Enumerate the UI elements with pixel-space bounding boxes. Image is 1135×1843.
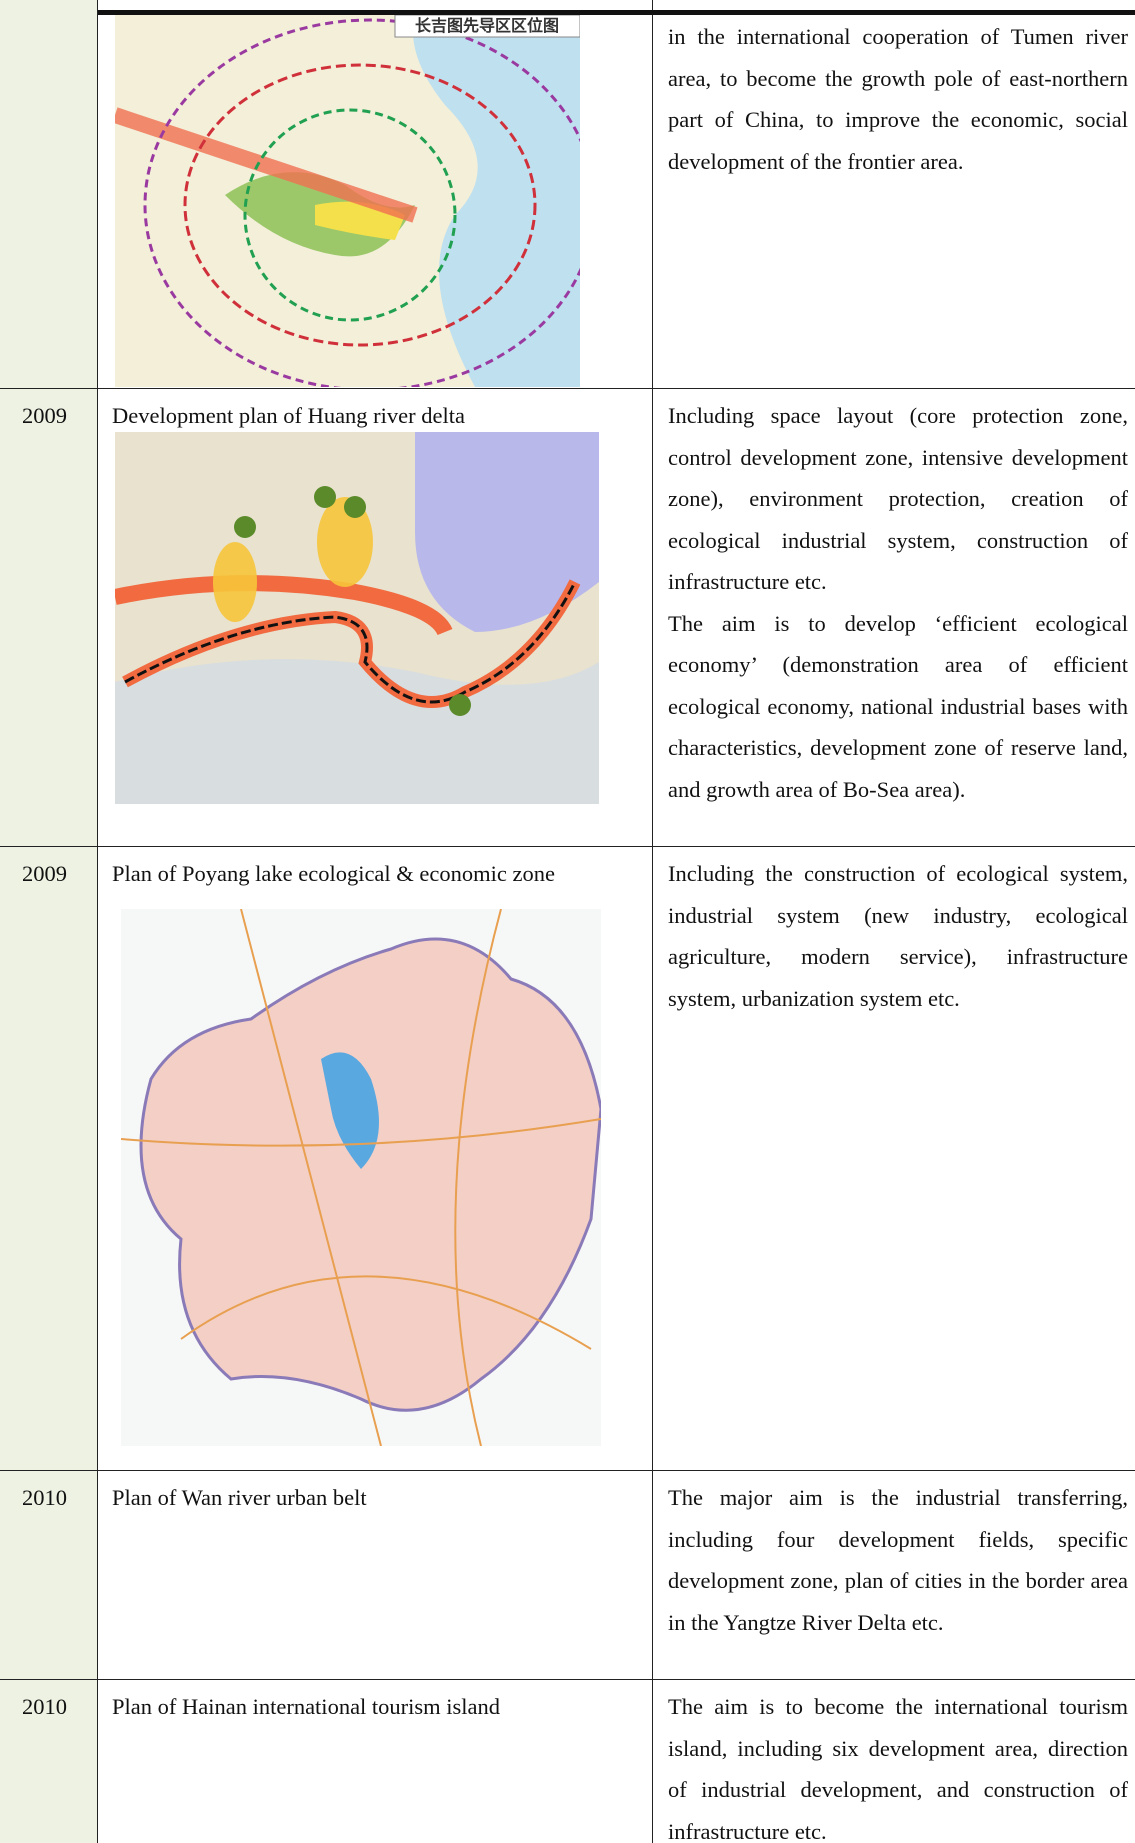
plan-title: Plan of Hainan international tourism isl… (112, 1694, 501, 1719)
description: The aim is to become the international t… (668, 1694, 1128, 1843)
description: Including space layout (core protection … (668, 403, 1128, 594)
plan-title: Development plan of Huang river delta (112, 403, 466, 428)
map-poyang-lake (121, 909, 601, 1446)
table-row: 2009 Development plan of Huang river delt… (0, 389, 1135, 847)
year-cell: 2010 (0, 1471, 98, 1679)
year-cell (0, 0, 98, 388)
top-rule (98, 10, 1135, 15)
plan-title: Plan of Wan river urban belt (112, 1485, 367, 1510)
year-cell: 2010 (0, 1680, 98, 1843)
plan-cell: Development plan of Huang river delta (98, 389, 653, 846)
table-row: in the international cooperation of Tume… (0, 0, 1135, 389)
year-cell: 2009 (0, 847, 98, 1470)
description-cell: in the international cooperation of Tume… (653, 0, 1135, 388)
map-huang-river-delta (115, 432, 599, 804)
description: Including the construction of ecological… (668, 861, 1128, 1011)
plan-cell: Plan of Hainan international tourism isl… (98, 1680, 653, 1843)
year: 2009 (22, 861, 67, 886)
plan-cell: Plan of Wan river urban belt (98, 1471, 653, 1679)
plan-cell (98, 0, 653, 388)
description-cell: Including the construction of ecological… (653, 847, 1135, 1470)
description: in the international cooperation of Tume… (668, 24, 1128, 174)
description-cell: Including space layout (core protection … (653, 389, 1135, 846)
plan-title: Plan of Poyang lake ecological & economi… (112, 861, 555, 886)
description-cell: The major aim is the industrial transfer… (653, 1471, 1135, 1679)
table-row: 2010 Plan of Wan river urban belt The majo… (0, 1471, 1135, 1680)
year: 2009 (22, 403, 67, 428)
description: The aim is to develop ‘efficient ecologi… (668, 610, 1128, 802)
map-changjitu: 长吉图先导区区位图 (115, 15, 580, 387)
map-title: 长吉图先导区区位图 (415, 16, 559, 35)
table-row: 2009 Plan of Poyang lake ecological & eco… (0, 847, 1135, 1471)
year: 2010 (22, 1485, 67, 1510)
description-cell: The aim is to become the international t… (653, 1680, 1135, 1843)
plan-cell: Plan of Poyang lake ecological & economi… (98, 847, 653, 1470)
year-cell: 2009 (0, 389, 98, 846)
description: The major aim is the industrial transfer… (668, 1485, 1128, 1635)
table-row: 2010 Plan of Hainan international tourism… (0, 1680, 1135, 1843)
year: 2010 (22, 1694, 67, 1719)
